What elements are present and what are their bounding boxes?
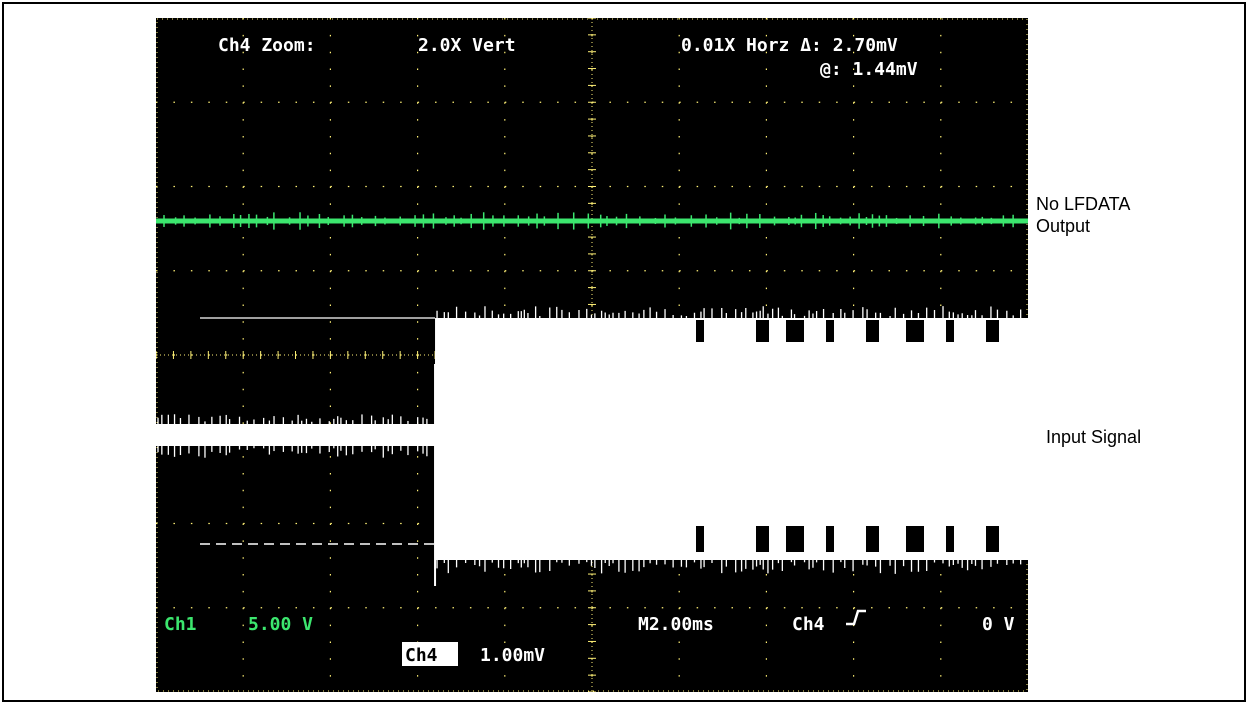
horizontal-zoom-delta: 0.01X Horz Δ: 2.70mV [681, 35, 898, 56]
ch4-badge-background [402, 642, 458, 666]
ch4-burst-notch [946, 320, 954, 342]
ch1-scale: 5.00 V [248, 614, 313, 635]
timebase: M2.00ms [638, 614, 714, 635]
ch1-label: Ch1 [164, 614, 197, 635]
input-signal-annotation: Input Signal [1046, 427, 1142, 447]
ch4-burst-notch [826, 320, 834, 342]
ch4-burst-notch [866, 526, 879, 552]
vertical-zoom: 2.0X Vert [418, 35, 516, 56]
ch4-burst-notch [696, 526, 704, 552]
ch4-burst-notch [786, 320, 804, 342]
ch4-burst-notch [986, 526, 999, 552]
ch4-signal-band [156, 424, 436, 446]
zoom-label: Ch4 Zoom: [218, 35, 316, 56]
lfdata-annotation-line2: Output [1036, 216, 1091, 236]
ch4-burst-notch [906, 526, 924, 552]
ch4-burst-notch [986, 320, 999, 342]
ch4-band-core [435, 352, 1028, 520]
ch4-burst-notch [906, 320, 924, 342]
ch4-burst-notch [696, 320, 704, 342]
ch4-scale: 1.00mV [480, 645, 545, 666]
oscilloscope-screen: Ch4 Zoom: 2.0X Vert 0.01X Horz Δ: 2.70mV… [156, 18, 1028, 692]
cursor-at-readout: @: 1.44mV [820, 59, 918, 80]
rising-edge-icon [846, 609, 866, 626]
lfdata-annotation-line1: No LFDATA [1036, 194, 1131, 214]
ch4-burst-notch [826, 526, 834, 552]
trigger-level: 0 V [982, 614, 1015, 635]
ch4-burst-notch [786, 526, 804, 552]
waveform-traces [156, 212, 1028, 586]
ch4-badge: Ch4 [405, 645, 438, 666]
scope-display: Ch4 Zoom: 2.0X Vert 0.01X Horz Δ: 2.70mV… [156, 18, 1028, 692]
lfdata-annotation: No LFDATA Output [1036, 193, 1130, 237]
ch4-burst-notch [756, 320, 769, 342]
ch4-burst-notch [866, 320, 879, 342]
trigger-source: Ch4 [792, 614, 825, 635]
ch4-burst-notch [756, 526, 769, 552]
ch4-burst-notch [946, 526, 954, 552]
